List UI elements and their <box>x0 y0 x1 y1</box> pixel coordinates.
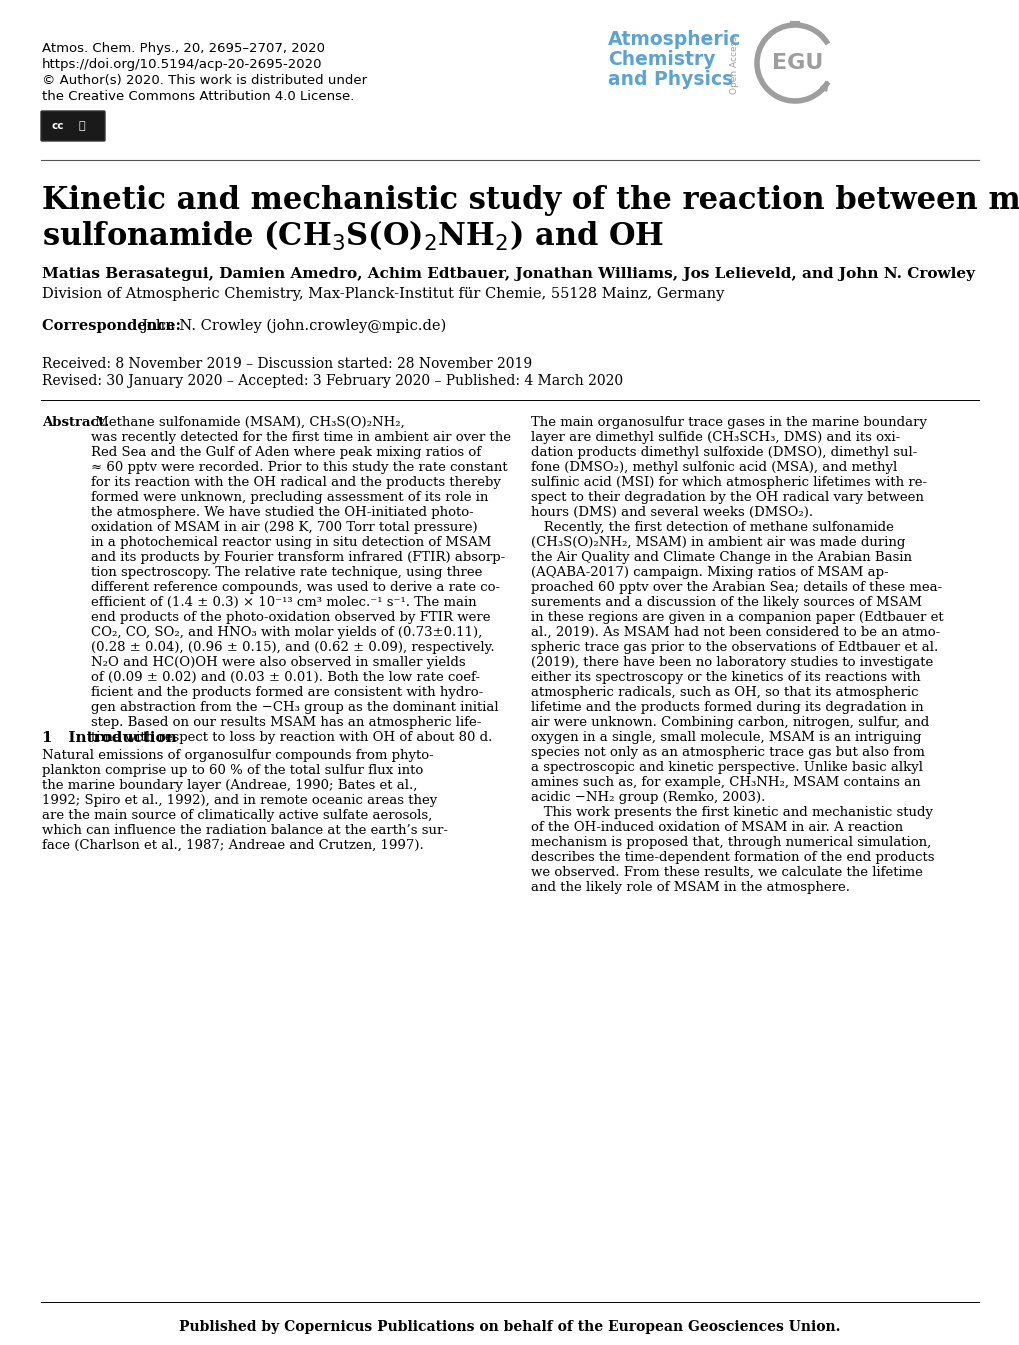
Text: Abstract.: Abstract. <box>42 416 109 429</box>
Text: cc: cc <box>52 121 64 130</box>
Text: Atmospheric: Atmospheric <box>607 30 741 48</box>
Text: 1   Introduction: 1 Introduction <box>42 730 176 745</box>
Text: Atmos. Chem. Phys., 20, 2695–2707, 2020: Atmos. Chem. Phys., 20, 2695–2707, 2020 <box>42 42 325 55</box>
Text: Correspondence:: Correspondence: <box>42 319 185 334</box>
Text: sulfonamide (CH$_3$S(O)$_2$NH$_2$) and OH: sulfonamide (CH$_3$S(O)$_2$NH$_2$) and O… <box>42 219 663 253</box>
Text: Matias Berasategui, Damien Amedro, Achim Edtbauer, Jonathan Williams, Jos Leliev: Matias Berasategui, Damien Amedro, Achim… <box>42 268 974 281</box>
Text: Natural emissions of organosulfur compounds from phyto-
plankton comprise up to : Natural emissions of organosulfur compou… <box>42 749 447 851</box>
Text: Received: 8 November 2019 – Discussion started: 28 November 2019: Received: 8 November 2019 – Discussion s… <box>42 356 532 371</box>
Text: Published by Copernicus Publications on behalf of the European Geosciences Union: Published by Copernicus Publications on … <box>179 1319 840 1334</box>
FancyBboxPatch shape <box>41 112 105 141</box>
Text: Division of Atmospheric Chemistry, Max-Planck-Institut für Chemie, 55128 Mainz, : Division of Atmospheric Chemistry, Max-P… <box>42 286 723 301</box>
Text: and Physics: and Physics <box>607 70 733 89</box>
Text: ⓘ: ⓘ <box>78 121 86 130</box>
Text: The main organosulfur trace gases in the marine boundary
layer are dimethyl sulf: The main organosulfur trace gases in the… <box>531 416 943 894</box>
Text: © Author(s) 2020. This work is distributed under: © Author(s) 2020. This work is distribut… <box>42 74 367 87</box>
Text: Revised: 30 January 2020 – Accepted: 3 February 2020 – Published: 4 March 2020: Revised: 30 January 2020 – Accepted: 3 F… <box>42 374 623 387</box>
Text: Kinetic and mechanistic study of the reaction between methane: Kinetic and mechanistic study of the rea… <box>42 186 1019 217</box>
Text: EGU: EGU <box>771 52 823 73</box>
Text: https://doi.org/10.5194/acp-20-2695-2020: https://doi.org/10.5194/acp-20-2695-2020 <box>42 58 322 71</box>
Text: the Creative Commons Attribution 4.0 License.: the Creative Commons Attribution 4.0 Lic… <box>42 90 354 104</box>
Text: Methane sulfonamide (MSAM), CH₃S(O)₂NH₂,
was recently detected for the first tim: Methane sulfonamide (MSAM), CH₃S(O)₂NH₂,… <box>91 416 511 744</box>
Text: Open Access: Open Access <box>730 36 739 94</box>
Text: Chemistry: Chemistry <box>607 50 714 69</box>
Text: John N. Crowley (john.crowley@mpic.de): John N. Crowley (john.crowley@mpic.de) <box>141 319 446 334</box>
